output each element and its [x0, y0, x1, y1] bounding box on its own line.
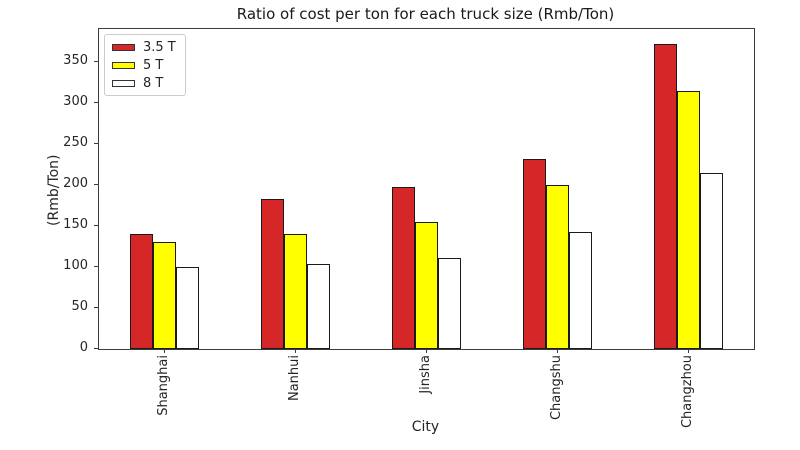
bar-35T-changzhou — [654, 44, 677, 349]
bar-5T-changshu — [546, 185, 569, 349]
legend-item-5T: 5 T — [112, 57, 176, 73]
y-tick-mark — [94, 225, 98, 226]
y-tick-label-200: 200 — [63, 176, 88, 191]
y-tick-label-100: 100 — [63, 258, 88, 273]
y-tick-mark — [94, 266, 98, 267]
bar-35T-jinsha — [392, 187, 415, 349]
y-tick-mark — [94, 102, 98, 103]
bar-5T-jinsha — [415, 222, 438, 349]
x-tick-label-shanghai: Shanghai — [155, 355, 171, 416]
x-tick-mark — [687, 349, 689, 353]
y-tick-mark — [94, 143, 98, 144]
bar-8T-jinsha — [438, 258, 461, 349]
y-tick-label-350: 350 — [63, 53, 88, 68]
y-tick-label-0: 0 — [79, 340, 88, 355]
x-tick-label-jinsha: Jinsha — [417, 355, 433, 394]
y-tick-label-150: 150 — [63, 217, 88, 232]
y-tick-label-50: 50 — [71, 299, 88, 314]
legend-label: 5 T — [143, 57, 164, 73]
legend-swatch-icon — [112, 61, 135, 69]
y-tick-mark — [94, 61, 98, 62]
bar-8T-nanhui — [307, 264, 330, 349]
x-tick-mark — [294, 349, 296, 353]
legend-label: 8 T — [143, 75, 164, 91]
x-tick-label-changzhou: Changzhou — [679, 355, 695, 429]
x-axis-label: City — [411, 419, 440, 435]
bar-5T-shanghai — [153, 242, 176, 349]
bar-35T-changshu — [523, 159, 546, 349]
legend-item-35T: 3.5 T — [112, 39, 176, 55]
bar-8T-changzhou — [700, 173, 723, 349]
x-tick-label-changshu: Changshu — [548, 355, 564, 421]
x-tick-mark — [163, 349, 165, 353]
y-tick-mark — [94, 348, 98, 349]
bar-5T-changzhou — [677, 91, 700, 349]
bar-8T-changshu — [569, 232, 592, 349]
x-tick-mark — [556, 349, 558, 353]
bar-5T-nanhui — [284, 234, 307, 349]
plot-area: 3.5 T 5 T 8 T — [98, 28, 755, 350]
legend-label: 3.5 T — [143, 39, 176, 55]
y-tick-label-250: 250 — [63, 135, 88, 150]
y-axis-label: (Rmb/Ton) — [46, 154, 62, 226]
bar-35T-shanghai — [130, 234, 153, 349]
x-tick-label-nanhui: Nanhui — [286, 355, 302, 402]
legend-swatch-icon — [112, 43, 135, 51]
y-tick-mark — [94, 307, 98, 308]
chart-title: Ratio of cost per ton for each truck siz… — [236, 5, 615, 23]
legend-swatch-icon — [112, 79, 135, 87]
bar-35T-nanhui — [261, 199, 284, 349]
bar-8T-shanghai — [176, 267, 199, 349]
y-tick-label-300: 300 — [63, 94, 88, 109]
legend: 3.5 T 5 T 8 T — [104, 34, 186, 96]
y-tick-mark — [94, 184, 98, 185]
x-tick-mark — [425, 349, 427, 353]
legend-item-8T: 8 T — [112, 75, 176, 91]
